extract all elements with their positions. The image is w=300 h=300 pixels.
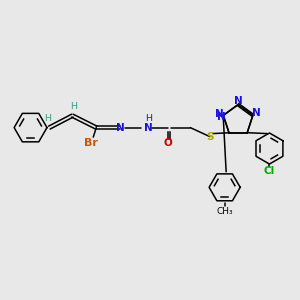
Text: Cl: Cl bbox=[264, 166, 275, 176]
Text: N: N bbox=[252, 108, 261, 118]
Text: Br: Br bbox=[84, 138, 98, 148]
Text: N: N bbox=[217, 112, 225, 122]
Text: N: N bbox=[144, 123, 153, 133]
Text: H: H bbox=[44, 113, 51, 122]
Text: N: N bbox=[215, 109, 224, 119]
Text: N: N bbox=[234, 96, 242, 106]
Text: N: N bbox=[116, 123, 124, 133]
Text: S: S bbox=[206, 132, 214, 142]
Text: H: H bbox=[145, 113, 152, 122]
Text: O: O bbox=[164, 138, 172, 148]
Text: H: H bbox=[70, 102, 77, 111]
Text: CH₃: CH₃ bbox=[216, 207, 233, 216]
